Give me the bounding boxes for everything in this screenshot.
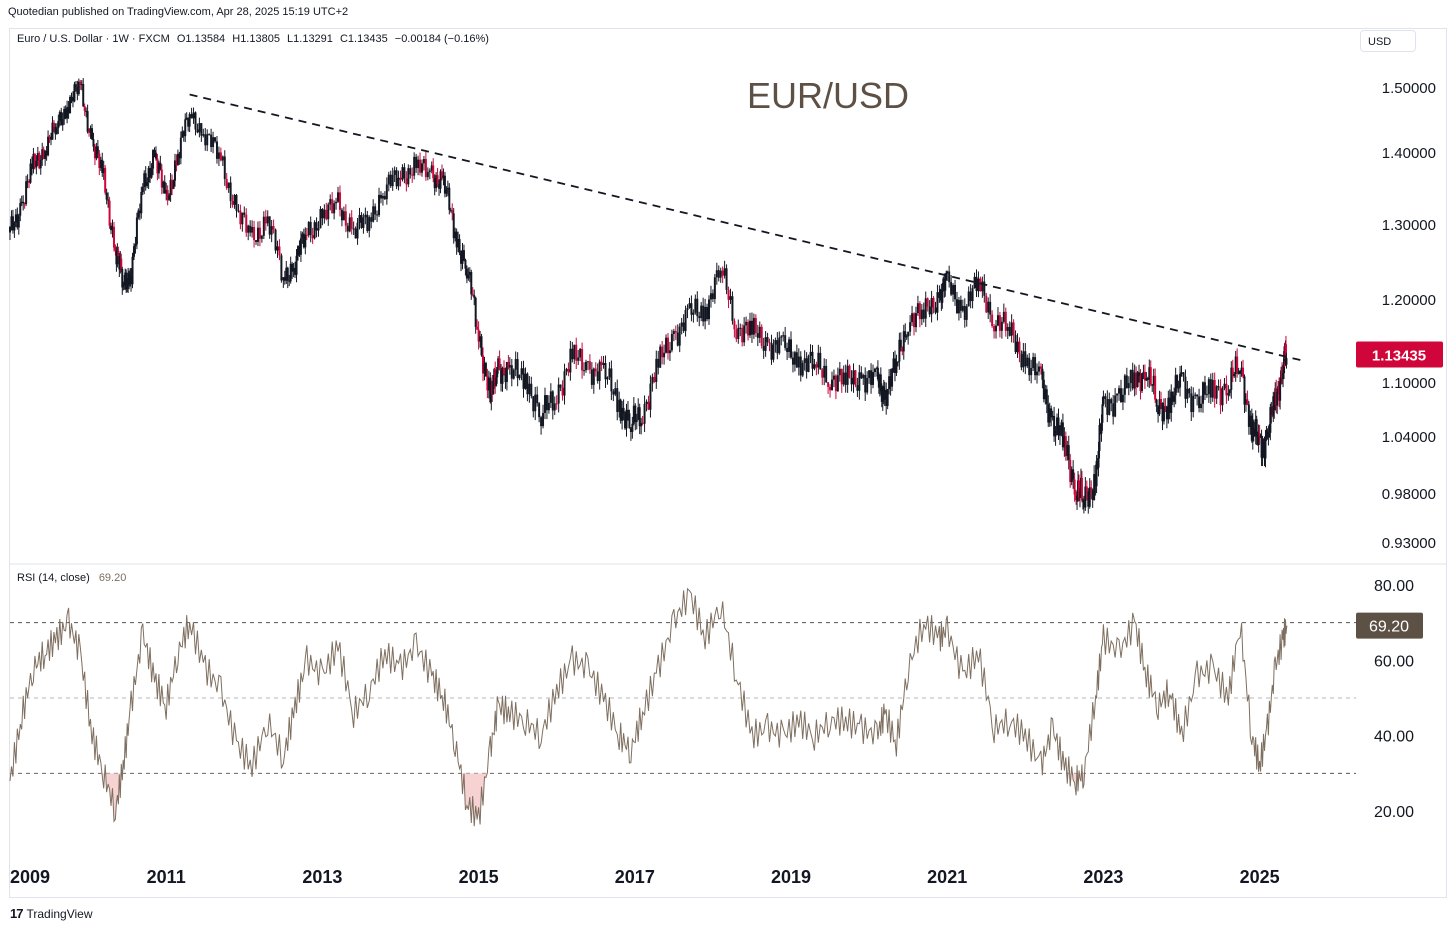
ohlc-change: −0.00184 (−0.16%) [394,33,489,45]
currency-button[interactable]: USD [1360,30,1416,52]
rsi-legend[interactable]: RSI (14, close) 69.20 [17,572,126,584]
chart-frame [9,28,1447,898]
tradingview-logo-icon: 17 [10,906,24,921]
symbol-legend[interactable]: Euro / U.S. Dollar · 1W · FXCM O1.13584 … [17,33,493,45]
tradingview-footer[interactable]: 17 TradingView [10,906,93,921]
ohlc-close: C1.13435 [339,33,388,45]
rsi-legend-value: 69.20 [98,572,127,584]
symbol-name: Euro / U.S. Dollar · 1W · FXCM [17,33,170,45]
publisher-caption: Quotedian published on TradingView.com, … [8,6,349,18]
rsi-legend-label: RSI (14, close) [17,572,90,584]
ohlc-open: O1.13584 [176,33,226,45]
footer-brand: TradingView [26,906,93,921]
ohlc-low: L1.13291 [287,33,333,45]
ohlc-high: H1.13805 [232,33,280,45]
